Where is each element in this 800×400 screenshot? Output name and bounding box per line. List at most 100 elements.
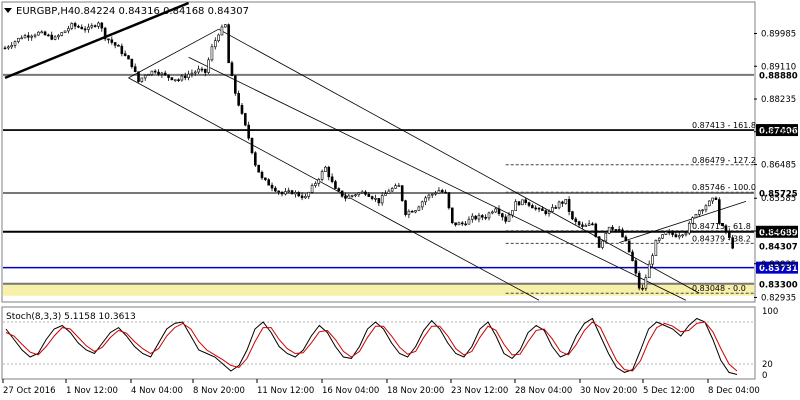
candle-body	[571, 211, 574, 220]
candle	[360, 190, 364, 194]
candle	[587, 220, 591, 226]
x-tick-label-5: 16 Nov 04:00	[322, 386, 379, 396]
candle-body	[73, 23, 77, 27]
candle-body	[541, 208, 544, 211]
y-tick-label-7: 0.83835	[761, 260, 796, 270]
candle-body	[521, 199, 524, 206]
candle	[330, 173, 334, 184]
candle-body	[360, 191, 364, 194]
candle	[320, 169, 324, 182]
candle	[677, 232, 681, 240]
candle-body	[117, 44, 120, 47]
candle	[43, 30, 47, 36]
candle-body	[624, 236, 628, 242]
candle	[284, 188, 287, 196]
candle-body	[190, 72, 194, 75]
candle-body	[43, 31, 47, 36]
candle-body	[100, 22, 104, 29]
candle-body	[244, 113, 247, 126]
candle-body	[220, 26, 224, 36]
chart-ohlc: 0.84224 0.84316 0.84168 0.84307	[74, 6, 249, 17]
candle-body	[611, 226, 614, 230]
candle-body	[294, 192, 297, 195]
candle-body	[120, 45, 124, 54]
candle-body	[481, 215, 484, 218]
level-tag-1-bg	[756, 124, 798, 137]
candle	[180, 74, 184, 82]
candle-body	[177, 79, 180, 81]
candle	[327, 165, 331, 181]
candle	[427, 193, 431, 201]
level-tag-3: 0.84689	[759, 228, 798, 238]
candle-body	[300, 195, 304, 199]
candle	[374, 194, 377, 202]
candle	[561, 200, 564, 207]
candle-body	[671, 232, 674, 235]
candle-body	[430, 193, 434, 196]
candle-body	[434, 192, 437, 195]
candle	[390, 186, 394, 193]
candle-body	[83, 28, 87, 31]
candle	[47, 33, 50, 37]
candle	[581, 221, 584, 230]
candle-body	[627, 240, 631, 253]
candle-body	[681, 234, 684, 237]
candle-body	[280, 191, 284, 195]
candle	[130, 58, 134, 69]
candle	[334, 179, 337, 189]
collapse-arrow-icon[interactable]	[4, 8, 12, 13]
candle-body	[684, 232, 688, 236]
candle-body	[147, 74, 150, 76]
candle-body	[30, 35, 34, 38]
candle	[50, 31, 54, 41]
x-tick-label-10: 5 Dec 12:00	[643, 386, 695, 396]
candle	[290, 189, 294, 195]
y-tick-label-4: 0.86485	[761, 161, 796, 171]
stoch-plot-background	[1, 306, 756, 380]
candle	[344, 192, 347, 202]
candle	[547, 209, 551, 217]
candle-body	[384, 193, 387, 196]
candle	[394, 183, 397, 189]
candle	[511, 210, 514, 218]
candle-body	[260, 171, 264, 179]
candle-body	[264, 177, 267, 180]
candle	[3, 45, 7, 50]
candle-body	[350, 195, 354, 197]
candle-body	[33, 34, 37, 37]
candle-body	[130, 58, 134, 67]
level-tag-5: 0.83300	[759, 280, 798, 290]
candle-body	[717, 199, 721, 224]
candle-body	[203, 68, 207, 73]
candle-body	[504, 216, 507, 222]
candle-body	[437, 190, 441, 194]
candle-body	[377, 198, 381, 204]
candle	[67, 25, 70, 34]
candle-body	[160, 72, 164, 75]
candle	[207, 57, 210, 74]
candle	[227, 23, 230, 64]
candle-body	[23, 35, 27, 39]
candle	[27, 32, 30, 41]
candle	[160, 71, 164, 78]
candle-body	[474, 215, 477, 220]
candle	[541, 206, 544, 211]
candle	[13, 40, 17, 49]
candle	[270, 182, 274, 192]
candle	[434, 190, 437, 196]
candle	[100, 21, 104, 32]
candle-body	[374, 198, 377, 200]
candle-body	[584, 225, 588, 227]
candle-body	[217, 34, 220, 41]
candle-body	[581, 224, 584, 227]
candle	[504, 214, 507, 224]
candle-body	[57, 35, 60, 38]
candle-body	[414, 210, 417, 213]
candle	[97, 21, 100, 29]
candle	[264, 177, 267, 182]
candle	[240, 103, 244, 115]
candle	[37, 31, 40, 36]
candle-body	[444, 191, 447, 194]
candle	[671, 230, 674, 238]
candle-body	[47, 34, 50, 37]
